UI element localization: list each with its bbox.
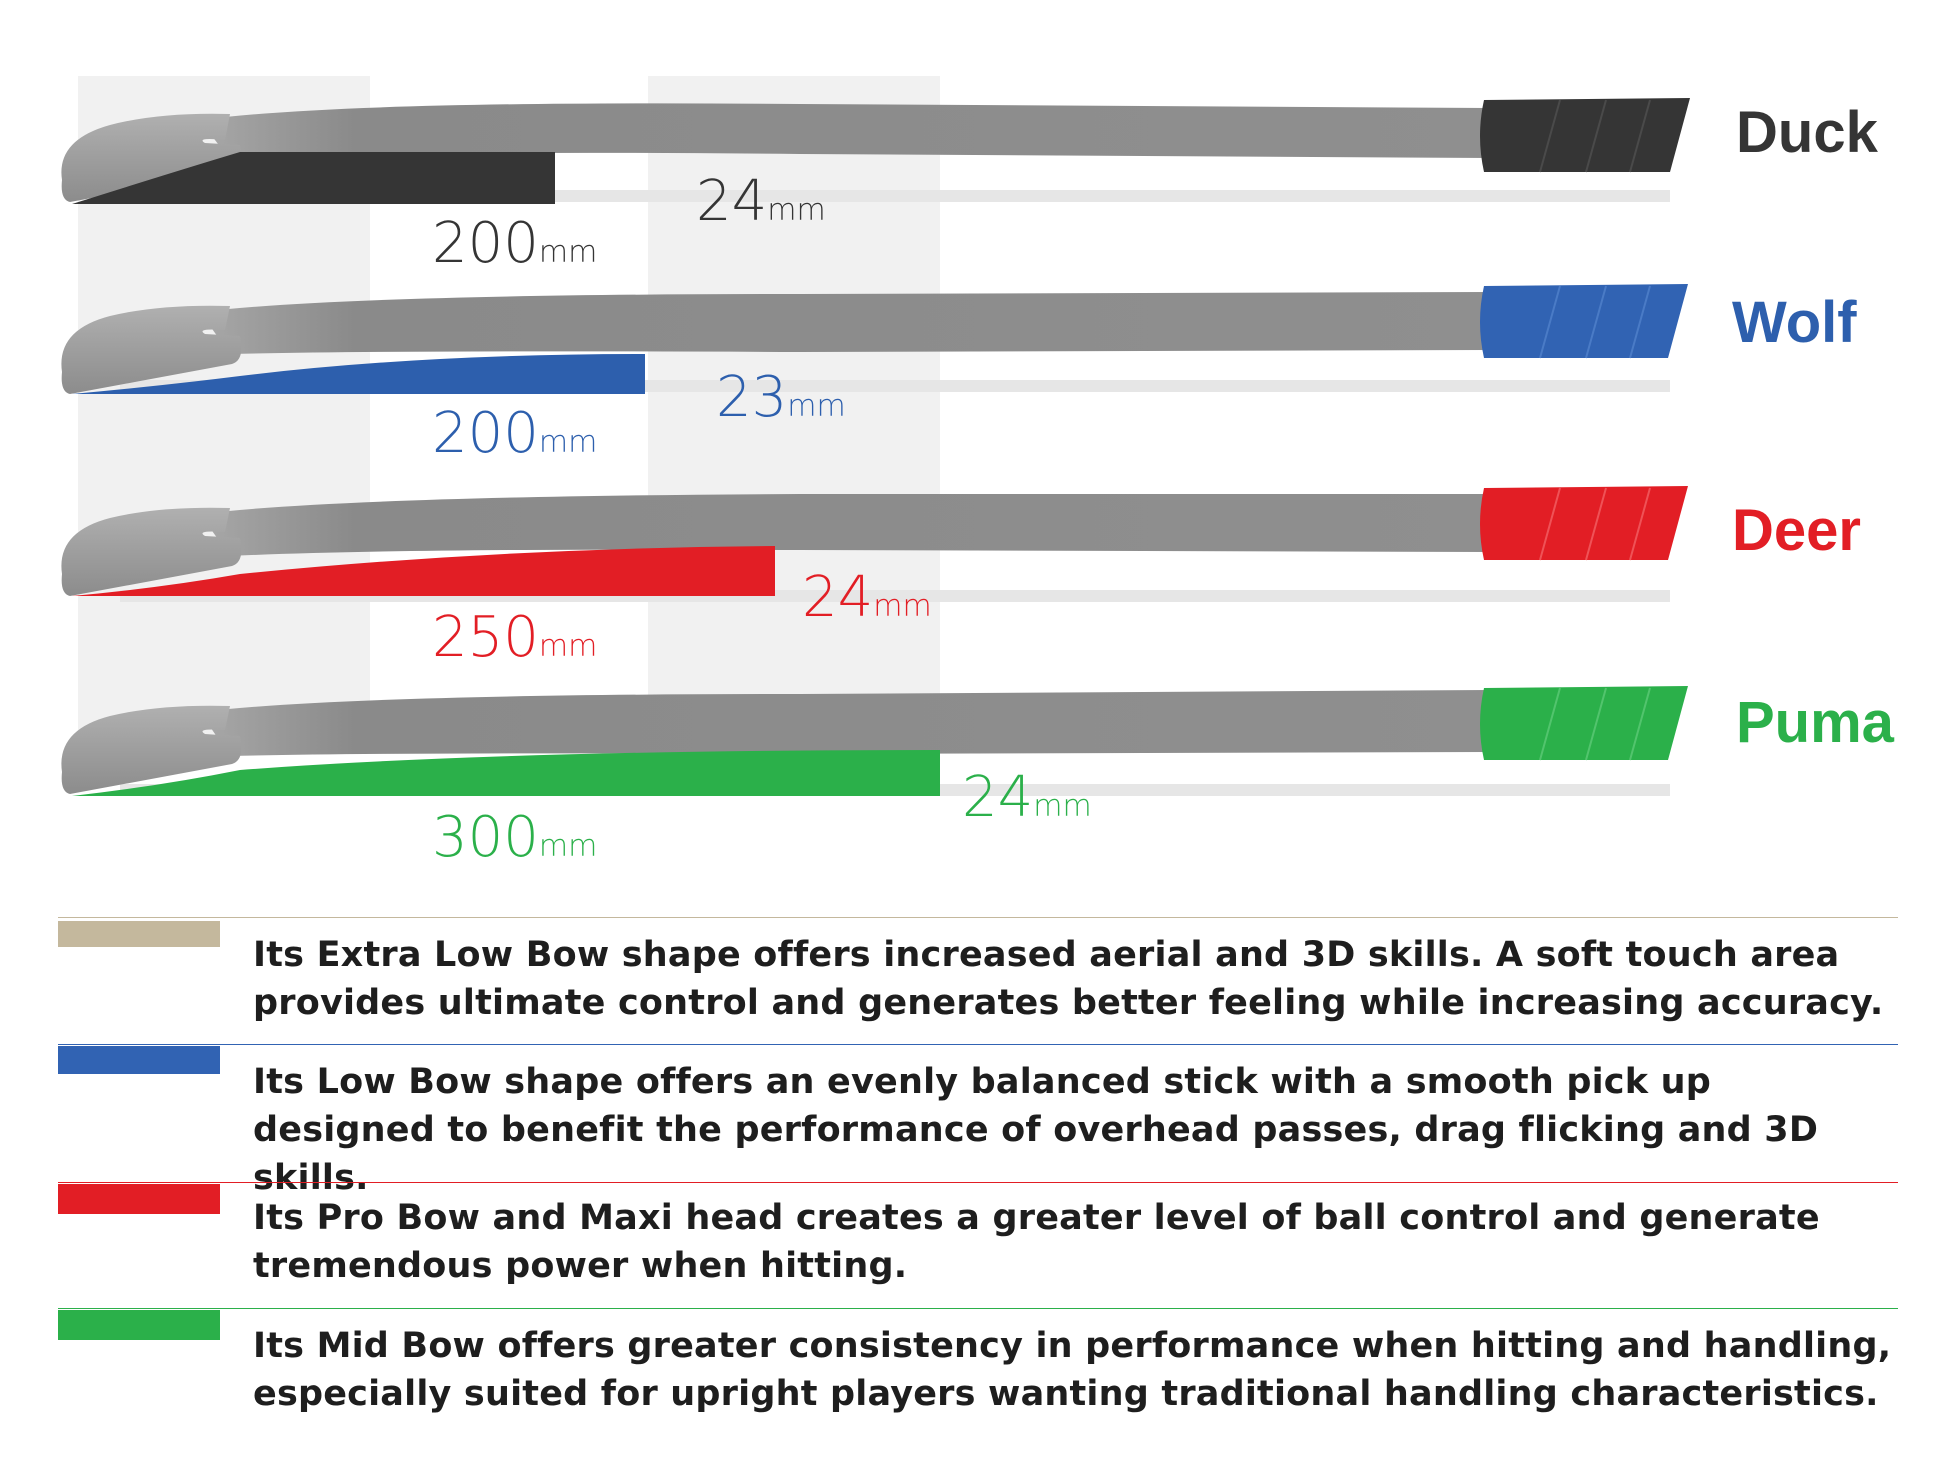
stick-puma: Puma 300mm 24mm — [61, 686, 1895, 870]
stick-shaft — [200, 292, 1490, 354]
bow-length-label: 250mm — [432, 605, 597, 670]
bow-zone-bar — [72, 546, 775, 596]
stick-wolf: Wolf 200mm 23mm — [61, 284, 1857, 466]
stick-name-wolf: Wolf — [1732, 290, 1857, 355]
grip-stripes — [1539, 99, 1651, 173]
bow-zone-bar — [72, 152, 555, 204]
bow-length-label: 200mm — [432, 401, 597, 466]
stick-grip — [1480, 686, 1688, 760]
stick-name-deer: Deer — [1732, 498, 1861, 563]
stick-head — [61, 507, 242, 596]
grip-stripes — [1539, 687, 1651, 761]
bow-zone-bar — [72, 750, 940, 796]
stick-name-puma: Puma — [1736, 690, 1895, 755]
stick-shaft — [200, 103, 1490, 160]
grip-stripes — [1539, 487, 1651, 561]
stick-grip — [1480, 486, 1688, 560]
zone-band-middle — [648, 76, 940, 734]
bow-height-label: 24mm — [962, 765, 1092, 830]
stick-head — [61, 305, 242, 394]
stick-deer: Deer 250mm 24mm — [61, 486, 1861, 670]
grip-stripes — [1539, 285, 1651, 359]
stick-grip — [1480, 284, 1688, 358]
stick-head — [61, 113, 242, 202]
bow-height-label: 24mm — [696, 169, 826, 234]
stick-shaft — [200, 494, 1490, 556]
bow-length-label: 200mm — [432, 211, 597, 276]
stick-head — [61, 705, 242, 794]
stick-grip — [1480, 98, 1690, 172]
bow-length-label: 300mm — [432, 805, 597, 870]
stick-shaft — [200, 690, 1490, 756]
bow-zone-bar — [72, 354, 645, 394]
stick-name-duck: Duck — [1736, 100, 1879, 165]
stick-duck: Duck 200mm 24mm — [61, 98, 1879, 276]
bow-height-label: 24mm — [802, 565, 932, 630]
bow-height-label: 23mm — [716, 365, 846, 430]
